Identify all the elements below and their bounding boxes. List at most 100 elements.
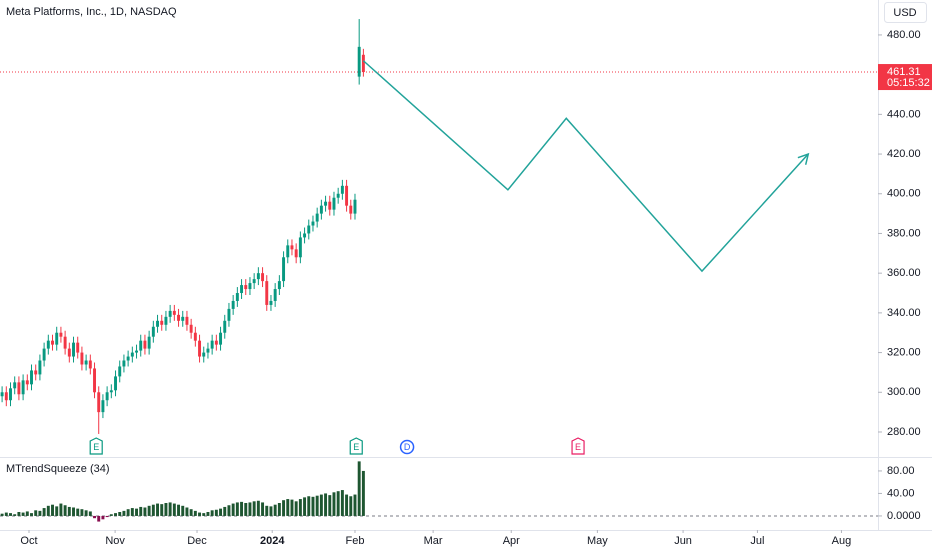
indicator-bar [345,494,349,516]
indicator-bar [206,512,210,516]
currency-button[interactable] [884,2,927,23]
indicator-bar [361,470,365,516]
candle-body [261,273,265,282]
candle-body [210,340,214,349]
candle-body [160,320,164,325]
indicator-bar [294,501,298,516]
candle-body [290,245,294,250]
indicator-bar [252,501,256,516]
indicator-bar [290,499,294,516]
candle-body [353,199,357,214]
x-tick-label: Apr [503,535,520,547]
indicator-bar [265,505,269,516]
candle-body [63,336,67,349]
indicator-bar [349,496,353,516]
indicator-bar [219,508,223,516]
candle-body [9,388,12,401]
candle-body [252,279,256,284]
candle-body [277,281,281,290]
candle-body [55,332,59,345]
x-tick-label: Jul [750,535,764,547]
candle-body [76,342,80,353]
candle-body [319,205,323,214]
candle-body [307,225,311,234]
event-marker [571,437,585,455]
x-tick-label: May [587,535,608,547]
candle-body [324,201,328,206]
candle-body [25,380,29,385]
indicator-bar [135,508,139,516]
indicator-bar [105,515,109,518]
y-tick-label: 440.00 [887,108,921,120]
x-tick-label: Oct [20,535,37,547]
indicator-bar [240,501,244,516]
indicator-bar [51,504,54,516]
indicator-bar [72,507,75,516]
last-price-box [878,64,932,91]
candle-body [156,320,160,327]
indicator-bar [261,502,265,516]
candle-body [88,360,92,369]
candle-body [282,257,286,282]
indicator-bar [122,510,126,516]
x-tick-label: Aug [832,535,852,547]
indicator-bar [353,494,357,516]
indicator-bar [25,511,29,516]
indicator-bar [67,506,71,516]
indicator-bar [9,513,12,516]
indicator-bar [214,509,218,516]
indicator-bar [223,506,227,516]
candle-body [30,370,33,385]
event-label: E [93,442,99,452]
y-tick-label: 380.00 [887,227,921,239]
indicator-name: MTrendSqueeze (34) [6,463,110,475]
indicator-bar [88,511,92,516]
candle-body [265,281,269,305]
candle-body [311,221,315,226]
indicator-bar [156,503,160,516]
candle-body [361,54,365,73]
indicator-bar [248,502,252,516]
candle-body [206,348,210,353]
x-tick-label: Feb [345,535,364,547]
indicator-bar [151,504,155,516]
indicator-bar [315,495,319,516]
indicator-bar [42,508,46,516]
indicator-bar [282,500,286,516]
currency-label[interactable]: USD [893,7,916,19]
indicator-bar [277,503,281,516]
y-tick-label: 40.00 [887,487,915,499]
candle-body [46,340,50,349]
candle-body [139,340,143,351]
candle-body [84,360,88,365]
indicator-bar [168,502,172,516]
indicator-bar [269,506,273,516]
indicator-bar [332,492,336,516]
indicator-bar [0,513,4,516]
indicator-bar [273,504,277,516]
y-tick-label: 300.00 [887,386,921,398]
event-marker [399,439,415,455]
candle-body [227,308,231,321]
indicator-bar [164,503,168,516]
candle-body [298,237,302,258]
x-tick-label: Jun [674,535,692,547]
candle-body [336,193,340,198]
indicator-bar [298,499,302,516]
y-tick-label: 420.00 [887,148,921,160]
candle-body [101,400,105,413]
candle-body [42,348,46,361]
indicator-bar [328,495,332,516]
indicator-bar [336,491,340,516]
trend-drawing [362,60,809,273]
candle-body [231,300,235,309]
candle-body [4,392,8,401]
countdown-label: 05:15:32 [887,77,930,89]
candle-body [151,326,155,337]
y-tick-label: 480.00 [887,29,921,41]
x-tick-label: Mar [424,535,443,547]
x-tick-label: 2024 [260,535,285,547]
event-marker [349,437,363,455]
indicator-bar [210,510,214,516]
candle-body [294,249,298,258]
